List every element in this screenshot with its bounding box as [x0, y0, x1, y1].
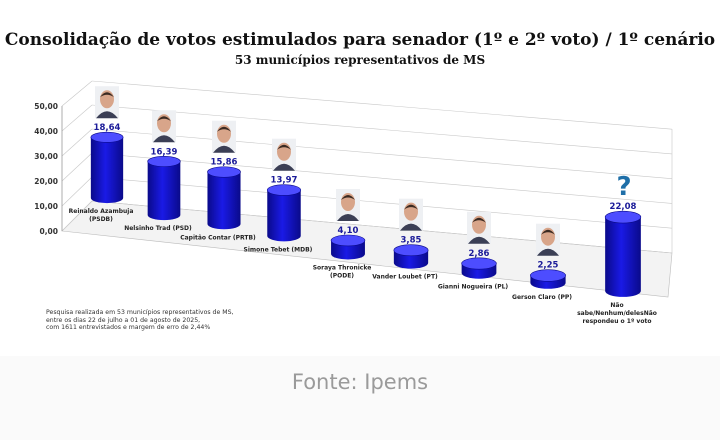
photo-shoulders — [337, 214, 359, 222]
person-photo-icon — [212, 120, 236, 153]
x-category-label: Capitão Contar (PRTB) — [180, 234, 256, 241]
bar-group: 15,86 Capitão Contar (PRTB) — [180, 120, 256, 241]
bar-top — [604, 210, 642, 224]
bar-body — [267, 190, 301, 242]
data-label: 3,85 — [401, 236, 422, 246]
person-photo-icon — [272, 138, 296, 171]
bar-top — [207, 166, 241, 178]
photo-hair — [341, 195, 355, 201]
bar-top — [393, 244, 429, 257]
photo-shoulders — [96, 111, 118, 119]
data-label: 18,64 — [94, 123, 121, 133]
bar-top — [266, 184, 302, 196]
person-photo-icon — [536, 223, 560, 256]
question-mark-icon: ? — [616, 172, 631, 202]
x-category-label: (PSDB) — [89, 216, 113, 223]
person-photo-icon — [152, 110, 176, 143]
bar-top — [90, 131, 124, 143]
survey-note-line: entre os dias 22 de julho a 01 de agosto… — [46, 316, 201, 324]
photo-hair — [404, 204, 418, 210]
bar-group: 13,97 Simone Tebet (MDB) — [244, 138, 313, 253]
photo-shoulders — [273, 163, 295, 171]
gridline-back — [91, 128, 673, 179]
caption-background — [0, 356, 720, 440]
x-category-label: Gerson Claro (PP) — [512, 294, 572, 301]
data-label: 4,10 — [338, 226, 359, 236]
bar-group: 16,39 Nelsinho Trad (PSD) — [124, 110, 192, 232]
bar-top — [147, 155, 181, 167]
bar-body — [605, 217, 641, 297]
person-photo-icon — [336, 189, 360, 222]
x-category-label: Gianni Nogueira (PL) — [438, 284, 509, 291]
bar-top — [461, 257, 497, 270]
gridline-side — [61, 152, 93, 182]
gridline-side — [61, 80, 93, 107]
person-photo-icon — [95, 86, 119, 119]
photo-shoulders — [213, 145, 235, 153]
source-caption: Fonte: Ipems — [291, 370, 429, 394]
x-category-label: Vander Loubet (PT) — [372, 274, 438, 281]
gridline-side — [61, 176, 93, 207]
bar-top — [330, 234, 366, 247]
bar-chart: 0,00 10,00 20,00 30,00 40,00 50,00 18,64 Reinal… — [34, 80, 673, 325]
photo-shoulders — [537, 248, 559, 256]
bar-group: 3,85 Vander Loubet (PT) — [372, 198, 438, 281]
x-category-label: (PODE) — [330, 272, 354, 279]
gridline-back — [91, 104, 673, 155]
photo-shoulders — [153, 135, 175, 143]
gridline-back — [91, 152, 673, 204]
x-category-label: Soraya Thronicke — [313, 264, 372, 271]
bar-group: 4,10 Soraya Thronicke(PODE) — [313, 189, 372, 279]
bar-body — [207, 172, 241, 230]
survey-note-line: com 1611 entrevistados e margem de erro … — [46, 324, 211, 332]
y-tick-label: 40,00 — [34, 127, 58, 136]
bar-group: 18,64 Reinaldo Azambuja(PSDB) — [69, 86, 134, 223]
bar-group: 2,25 Gerson Claro (PP) — [512, 223, 572, 301]
bar-body — [90, 137, 124, 204]
x-category-label: Nelsinho Trad (PSD) — [124, 225, 192, 232]
photo-hair — [100, 92, 114, 98]
data-label: 16,39 — [151, 147, 178, 157]
x-category-label: Simone Tebet (MDB) — [244, 246, 313, 253]
data-label: 13,97 — [271, 176, 298, 186]
survey-note-line: Pesquisa realizada em 53 municípios repr… — [46, 309, 234, 316]
gridline-back — [91, 80, 673, 130]
y-tick-label: 0,00 — [39, 227, 58, 236]
bar-group: 2,86 Gianni Nogueira (PL) — [438, 211, 509, 291]
x-category-label: sabe/Nenhum/delesNão — [577, 310, 657, 317]
gridline-back — [91, 176, 673, 229]
x-category-label: respondeu o 1º voto — [583, 318, 652, 325]
photo-hair — [157, 116, 171, 122]
gridline-side — [61, 200, 93, 232]
x-category-label: Reinaldo Azambuja — [69, 208, 134, 215]
photo-hair — [541, 229, 555, 235]
bar-top — [530, 269, 566, 282]
person-photo-icon — [467, 211, 491, 244]
photo-shoulders — [400, 223, 422, 231]
data-label: 22,08 — [610, 202, 637, 212]
y-tick-label: 30,00 — [34, 152, 58, 161]
photo-shoulders — [468, 236, 490, 244]
chart-subtitle: 53 municípios representativos de MS — [234, 53, 486, 67]
photo-hair — [277, 144, 291, 150]
gridline-side — [61, 104, 93, 132]
photo-hair — [217, 126, 231, 132]
x-category-label: Não — [610, 302, 623, 309]
person-photo-icon — [399, 198, 423, 231]
photo-hair — [472, 217, 486, 223]
y-tick-label: 10,00 — [34, 202, 58, 211]
chart-title: Consolidação de votos estimulados para s… — [4, 30, 716, 50]
y-tick-label: 50,00 — [34, 102, 58, 111]
data-label: 15,86 — [211, 158, 238, 168]
survey-note: Pesquisa realizada em 53 municípios repr… — [46, 309, 233, 332]
gridline-side — [61, 128, 93, 157]
gridline-back — [91, 200, 673, 254]
data-label: 2,86 — [469, 249, 490, 259]
y-tick-label: 20,00 — [34, 177, 58, 186]
bar-body — [147, 161, 181, 221]
data-label: 2,25 — [538, 261, 559, 271]
